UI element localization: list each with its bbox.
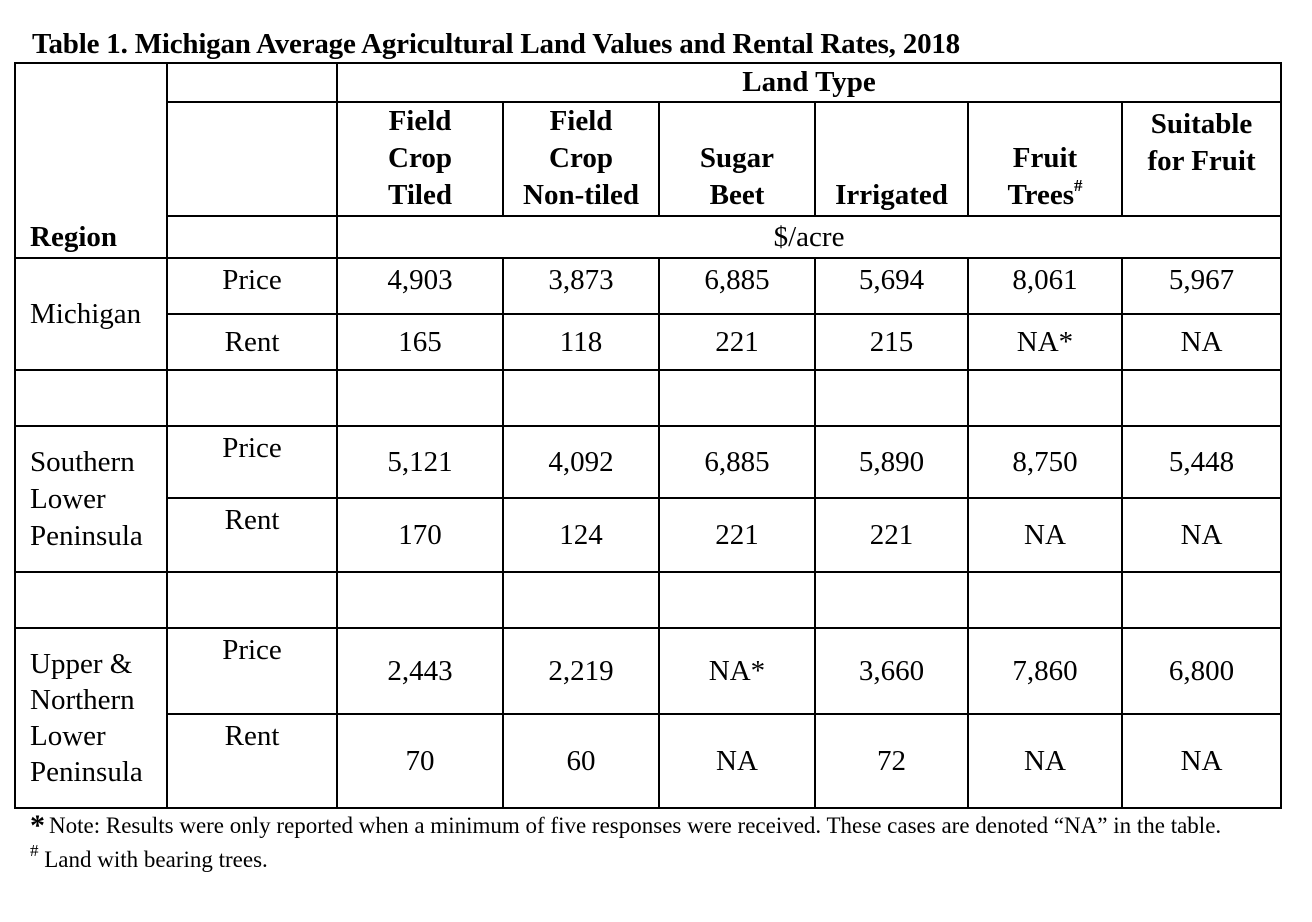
value-cell: 5,890: [814, 425, 969, 499]
col-header-suitable-for-fruit: Suitable for Fruit: [1120, 101, 1283, 217]
footnote-na: * Note: Results were only reported when a…: [30, 809, 1222, 842]
header-empty-cell: [166, 62, 338, 103]
footnote-bearing-trees: # Land with bearing trees.: [30, 841, 268, 872]
land-values-table: Region Land Type Field Crop Tiled Field …: [14, 62, 1283, 809]
value-cell: 3,660: [814, 627, 969, 715]
value-cell: NA: [658, 713, 816, 809]
header-empty-cell: [166, 101, 338, 217]
value-cell: 8,061: [967, 257, 1123, 315]
value-cell: 170: [336, 497, 504, 573]
region-name-upper-northern-lower-peninsula: Upper & Northern Lower Peninsula: [14, 627, 168, 809]
value-cell: NA*: [967, 313, 1123, 371]
region-name-southern-lower-peninsula: Southern Lower Peninsula: [14, 425, 168, 573]
value-cell: 3,873: [502, 257, 660, 315]
value-cell: NA: [967, 713, 1123, 809]
value-cell: 6,885: [658, 257, 816, 315]
value-cell: 4,903: [336, 257, 504, 315]
row-label-rent: Rent: [166, 313, 338, 371]
value-cell: 70: [336, 713, 504, 809]
region-header: Region: [14, 62, 168, 259]
footnotes: * Note: Results were only reported when a…: [30, 809, 1266, 874]
footnote-mark-hash: #: [1074, 176, 1083, 196]
footnote-hash: #: [30, 841, 39, 861]
value-cell: 6,800: [1120, 627, 1283, 715]
table-title: Table 1. Michigan Average Agricultural L…: [32, 28, 960, 60]
col-header-fruit-trees: Fruit Trees#: [967, 101, 1123, 217]
col-header-irrigated: Irrigated: [814, 101, 969, 217]
table-row: Upper & Northern Lower Peninsula Price 2…: [14, 627, 1283, 809]
value-cell: 4,092: [502, 425, 660, 499]
value-cell: 221: [658, 313, 816, 371]
value-cell: 118: [502, 313, 660, 371]
value-cell: 124: [502, 497, 660, 573]
table-row: Michigan Price 4,903 3,873 6,885 5,694 8…: [14, 257, 1283, 371]
col-header-field-crop-non-tiled: Field Crop Non-tiled: [502, 101, 660, 217]
table-row: Southern Lower Peninsula Price 5,121 4,0…: [14, 425, 1283, 573]
value-cell: 5,448: [1120, 425, 1283, 499]
spacer-row: [14, 571, 1283, 629]
value-cell: 7,860: [967, 627, 1123, 715]
value-cell: 6,885: [658, 425, 816, 499]
spacer-row: [14, 369, 1283, 427]
value-cell: 72: [814, 713, 969, 809]
region-name-michigan: Michigan: [14, 257, 168, 371]
row-label-price: Price: [166, 257, 338, 315]
row-label-price: Price: [166, 627, 338, 715]
header-row-columns: Field Crop Tiled Field Crop Non-tiled Su…: [15, 101, 1283, 217]
value-cell: 215: [814, 313, 969, 371]
value-cell: 8,750: [967, 425, 1123, 499]
value-cell: 5,967: [1120, 257, 1283, 315]
row-label-price: Price: [166, 425, 338, 499]
value-cell: NA: [967, 497, 1123, 573]
unit-label: $/acre: [335, 215, 1283, 259]
value-cell: 2,219: [502, 627, 660, 715]
row-label-rent: Rent: [166, 713, 338, 809]
value-cell: 60: [502, 713, 660, 809]
value-cell: 2,443: [336, 627, 504, 715]
row-label-rent: Rent: [166, 497, 338, 573]
header-row-land-type: Region Land Type: [14, 62, 1283, 259]
value-cell: NA: [1120, 497, 1283, 573]
value-cell: NA: [1120, 313, 1283, 371]
table-row: Rent 70 60 NA 72 NA NA: [15, 713, 1283, 809]
value-cell: 5,121: [336, 425, 504, 499]
header-empty-cell: [166, 215, 338, 259]
value-cell: 221: [814, 497, 969, 573]
col-header-sugar-beet: Sugar Beet: [658, 101, 816, 217]
value-cell: 221: [658, 497, 816, 573]
footnote-asterisk: *: [30, 809, 45, 842]
value-cell: 5,694: [814, 257, 969, 315]
land-type-header: Land Type: [335, 62, 1283, 103]
table-row: Rent 165 118 221 215 NA* NA: [15, 313, 1283, 371]
col-header-field-crop-tiled: Field Crop Tiled: [336, 101, 504, 217]
value-cell: 165: [336, 313, 504, 371]
value-cell: NA: [1120, 713, 1283, 809]
value-cell: NA*: [658, 627, 816, 715]
table-row: Rent 170 124 221 221 NA NA: [15, 497, 1283, 573]
header-row-unit: $/acre: [15, 215, 1283, 259]
